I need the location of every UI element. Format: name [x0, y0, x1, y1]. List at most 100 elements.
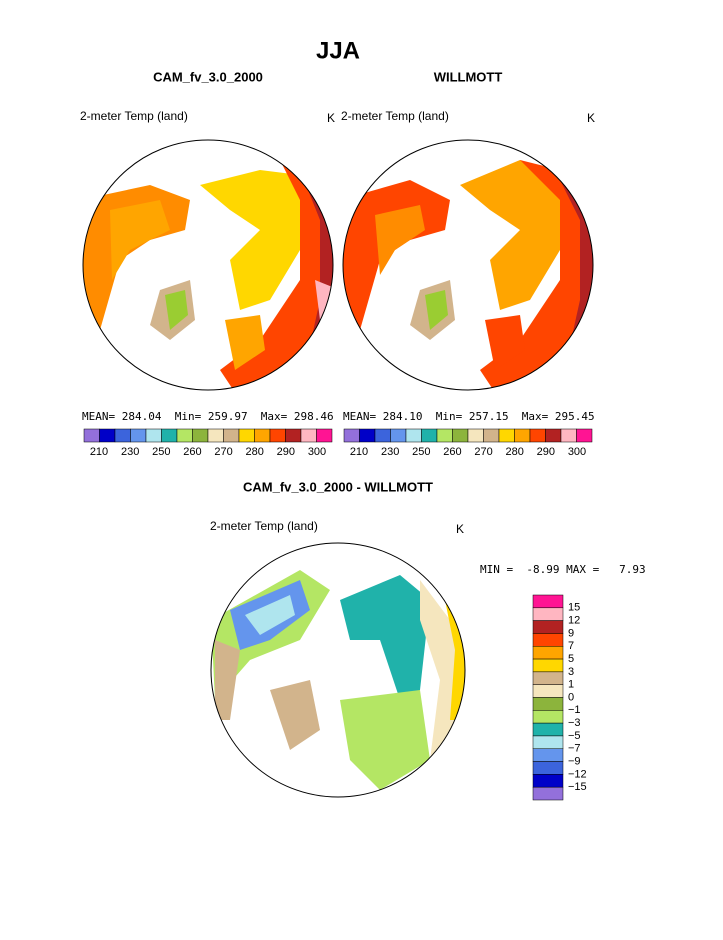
- colorbar-swatch: [300, 428, 317, 443]
- colorbar-label: 12: [568, 615, 580, 627]
- colorbar-label: 300: [568, 446, 586, 458]
- colorbar-swatch: [359, 428, 376, 443]
- colorbar-label: 5: [568, 653, 574, 665]
- colorbar-label: −1: [568, 704, 581, 716]
- variable-label: 2-meter Temp (land): [210, 519, 318, 533]
- map: [83, 140, 333, 390]
- colorbar-label: −12: [568, 768, 587, 780]
- colorbar-label: 290: [537, 446, 555, 458]
- colorbar-swatch: [238, 428, 255, 443]
- colorbar-label: 210: [350, 446, 368, 458]
- colorbar-swatch: [532, 607, 564, 621]
- colorbar-swatch: [207, 428, 224, 443]
- map-outline: [342, 139, 594, 391]
- colorbar-swatch: [532, 710, 564, 724]
- units-label: K: [587, 111, 595, 125]
- colorbar-swatch: [532, 786, 564, 801]
- colorbar-label: −9: [568, 755, 581, 767]
- colorbar-label: 250: [412, 446, 430, 458]
- colorbar-swatch: [532, 633, 564, 647]
- colorbar-swatch: [192, 428, 209, 443]
- colorbar-label: 1: [568, 679, 574, 691]
- difference-title: CAM_fv_3.0_2000 - WILLMOTT: [243, 479, 433, 494]
- colorbar-swatch: [390, 428, 407, 443]
- colorbar-swatch: [560, 428, 577, 443]
- map: [343, 140, 593, 390]
- colorbar-swatch: [532, 748, 564, 762]
- colorbar-label: 230: [381, 446, 399, 458]
- colorbar-swatch: [316, 428, 333, 443]
- stats: MEAN= 284.04 Min= 259.97 Max= 298.46: [82, 410, 334, 423]
- panel-title: WILLMOTT: [434, 69, 503, 84]
- colorbar-swatch: [176, 428, 193, 443]
- colorbar-label: 260: [443, 446, 461, 458]
- colorbars: 210 230 250 260 270 280 290 300 210 230 250 260 270 2…: [83, 428, 593, 458]
- colorbar-label: 0: [568, 691, 574, 703]
- colorbar-swatch: [532, 774, 564, 788]
- colorbar-label: 260: [183, 446, 201, 458]
- colorbar-swatch: [161, 428, 178, 443]
- colorbar-label: −5: [568, 730, 581, 742]
- map-outline: [210, 542, 466, 798]
- main-title: JJA: [316, 37, 360, 64]
- colorbar-label: 15: [568, 602, 580, 614]
- variable-label: 2-meter Temp (land): [341, 109, 449, 123]
- colorbar-label: −3: [568, 717, 581, 729]
- colorbar-swatch: [343, 428, 360, 443]
- stats: MEAN= 284.10 Min= 257.15 Max= 295.45: [343, 410, 595, 423]
- colorbar-swatch: [130, 428, 147, 443]
- panel-title: CAM_fv_3.0_2000: [153, 69, 263, 84]
- colorbar-swatch: [532, 735, 564, 749]
- colorbar-swatch: [421, 428, 438, 443]
- colorbar-label: 7: [568, 640, 574, 652]
- colorbar-swatch: [532, 722, 564, 737]
- colorbar-label: 250: [152, 446, 170, 458]
- colorbar-swatch: [532, 684, 564, 698]
- colorbar-swatch: [374, 428, 391, 443]
- colorbar-swatch: [83, 428, 100, 443]
- colorbar-label: 210: [90, 446, 108, 458]
- colorbar-swatch: [532, 646, 564, 660]
- colorbar-label: 3: [568, 666, 574, 678]
- colorbar-swatch: [145, 428, 162, 443]
- colorbar-swatch: [532, 671, 564, 685]
- colorbar-label: −15: [568, 781, 587, 793]
- colorbar-swatch: [498, 428, 515, 443]
- colorbar-swatch: [436, 428, 453, 443]
- colorbar-swatch: [452, 428, 469, 443]
- colorbar-swatch: [529, 428, 546, 443]
- colorbar-swatch: [576, 428, 593, 443]
- variable-label: 2-meter Temp (land): [80, 109, 188, 123]
- colorbar-label: 280: [246, 446, 264, 458]
- colorbar-swatch: [269, 428, 286, 443]
- colorbar-swatch: [285, 428, 302, 443]
- colorbar-label: 9: [568, 627, 574, 639]
- colorbar-swatch: [532, 658, 564, 673]
- colorbar-label: 270: [214, 446, 232, 458]
- map-outline: [82, 139, 334, 391]
- colorbar-swatch: [532, 594, 564, 609]
- colorbar-label: 270: [474, 446, 492, 458]
- colorbar-swatch: [514, 428, 531, 443]
- colorbar-label: 230: [121, 446, 139, 458]
- colorbar-swatch: [254, 428, 271, 443]
- stats: MIN = -8.99 MAX = 7.93: [480, 563, 646, 576]
- colorbar-swatch: [467, 428, 484, 443]
- colorbar-swatch: [545, 428, 562, 443]
- units-label: K: [456, 522, 464, 536]
- colorbar-label: 290: [277, 446, 295, 458]
- colorbar-swatch: [532, 761, 564, 775]
- colorbar-label: −7: [568, 743, 581, 755]
- colorbar-swatch: [405, 428, 422, 443]
- colorbar-label: 280: [506, 446, 524, 458]
- colorbar-swatch: [532, 620, 564, 634]
- colorbar-swatch: [99, 428, 116, 443]
- colorbar-swatch: [483, 428, 500, 443]
- colorbar-swatch: [532, 697, 564, 711]
- colorbar-swatch: [114, 428, 131, 443]
- units-label: K: [327, 111, 335, 125]
- map: [211, 543, 465, 797]
- colorbar-label: 300: [308, 446, 326, 458]
